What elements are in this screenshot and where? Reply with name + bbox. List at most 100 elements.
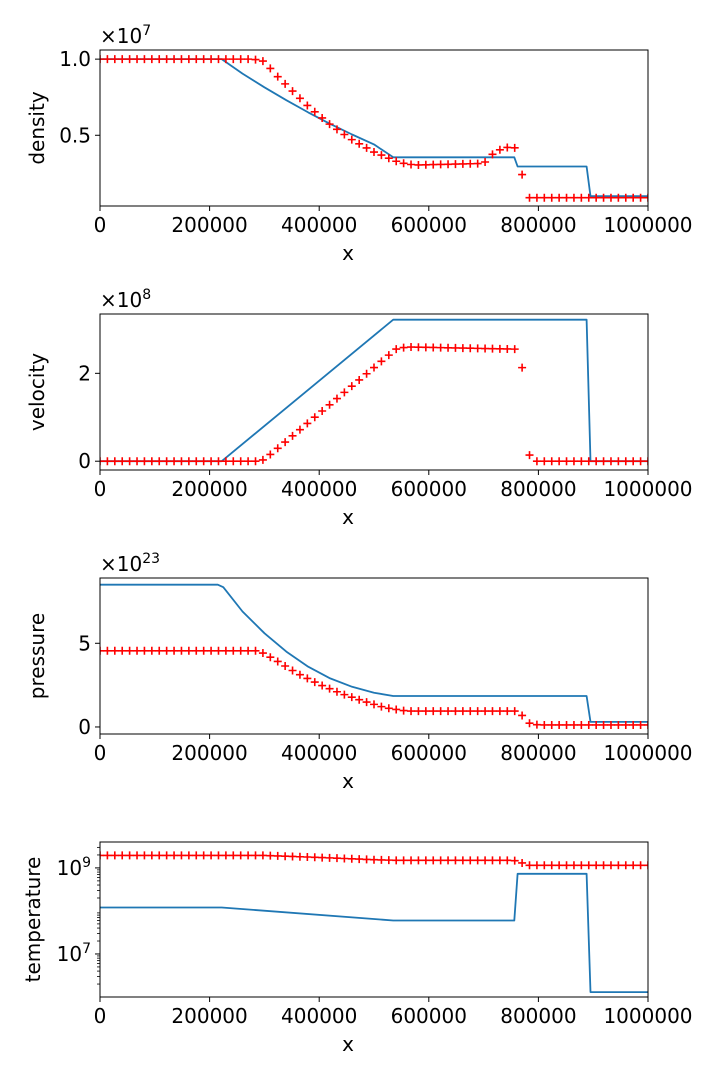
data-point bbox=[592, 457, 601, 466]
data-point bbox=[384, 154, 393, 163]
data-point bbox=[518, 858, 527, 867]
data-point bbox=[170, 457, 179, 466]
data-point bbox=[147, 851, 156, 860]
data-point bbox=[170, 55, 179, 64]
data-point bbox=[399, 856, 408, 865]
data-point bbox=[488, 707, 497, 716]
data-point bbox=[384, 704, 393, 713]
data-point bbox=[140, 646, 149, 655]
y-tick-label: 1.0 bbox=[59, 47, 91, 71]
data-point bbox=[429, 856, 438, 865]
data-point bbox=[407, 707, 416, 716]
data-point bbox=[510, 707, 519, 716]
data-point bbox=[532, 193, 541, 202]
data-point bbox=[273, 851, 282, 860]
data-point bbox=[636, 861, 645, 870]
data-point bbox=[100, 55, 104, 64]
x-axis-label: x bbox=[342, 1032, 354, 1056]
x-tick-label: 800000 bbox=[500, 741, 576, 765]
data-point bbox=[569, 861, 578, 870]
data-point bbox=[170, 646, 179, 655]
data-point bbox=[481, 158, 490, 166]
data-point bbox=[251, 457, 260, 466]
data-point bbox=[540, 193, 549, 202]
data-point bbox=[444, 343, 453, 352]
data-point bbox=[303, 853, 312, 862]
data-point bbox=[518, 363, 527, 372]
data-point bbox=[392, 345, 401, 354]
data-point bbox=[414, 707, 423, 716]
data-point bbox=[436, 856, 445, 865]
data-point bbox=[251, 646, 260, 655]
data-point bbox=[207, 646, 216, 655]
series-markers-velocity bbox=[100, 343, 648, 466]
data-point bbox=[473, 344, 482, 353]
data-point bbox=[377, 702, 386, 711]
data-point bbox=[332, 687, 341, 696]
data-point bbox=[458, 856, 467, 865]
data-point bbox=[133, 55, 142, 64]
data-point bbox=[303, 419, 312, 428]
data-point bbox=[584, 457, 593, 466]
data-point bbox=[236, 457, 245, 466]
data-point bbox=[177, 646, 186, 655]
series-line-density bbox=[100, 58, 648, 198]
data-point bbox=[147, 646, 156, 655]
data-point bbox=[177, 851, 186, 860]
offset-text: ×107 bbox=[100, 23, 151, 48]
data-point bbox=[332, 394, 341, 403]
data-point bbox=[340, 690, 349, 699]
data-point bbox=[451, 343, 460, 352]
data-point bbox=[466, 159, 475, 168]
x-tick-label: 1000000 bbox=[603, 213, 692, 237]
data-point bbox=[636, 720, 645, 729]
data-point bbox=[281, 438, 290, 447]
data-point bbox=[495, 145, 504, 154]
data-point bbox=[547, 720, 556, 729]
data-point bbox=[421, 856, 430, 865]
x-tick-label: 0 bbox=[94, 213, 107, 237]
data-point bbox=[525, 861, 534, 870]
data-point bbox=[444, 160, 453, 169]
data-point bbox=[155, 851, 164, 860]
data-point bbox=[377, 151, 386, 160]
data-point bbox=[362, 855, 371, 864]
data-point bbox=[592, 193, 601, 202]
y-tick-label: 0 bbox=[78, 449, 91, 473]
data-point bbox=[236, 55, 245, 64]
data-point bbox=[621, 720, 630, 729]
plot-area bbox=[100, 583, 648, 729]
data-point bbox=[547, 193, 556, 202]
data-point bbox=[332, 854, 341, 863]
series-markers-density bbox=[100, 55, 648, 202]
x-tick-label: 200000 bbox=[171, 213, 247, 237]
data-point bbox=[606, 720, 615, 729]
data-point bbox=[495, 344, 504, 353]
data-point bbox=[266, 64, 275, 73]
data-point bbox=[377, 357, 386, 366]
data-point bbox=[555, 457, 564, 466]
data-point bbox=[421, 160, 430, 169]
data-point bbox=[340, 854, 349, 863]
data-point bbox=[436, 707, 445, 716]
x-tick-label: 600000 bbox=[391, 741, 467, 765]
data-point bbox=[599, 861, 608, 870]
data-point bbox=[458, 344, 467, 353]
data-point bbox=[503, 143, 512, 152]
data-point bbox=[103, 851, 112, 860]
data-point bbox=[414, 160, 423, 169]
data-point bbox=[133, 457, 142, 466]
data-point bbox=[192, 851, 201, 860]
data-point bbox=[325, 400, 334, 409]
x-tick-label: 800000 bbox=[500, 477, 576, 501]
data-point bbox=[340, 130, 349, 139]
data-point bbox=[258, 57, 267, 66]
data-point bbox=[229, 851, 238, 860]
data-point bbox=[525, 193, 534, 202]
axes-frame bbox=[99, 577, 649, 735]
data-point bbox=[162, 851, 171, 860]
data-point bbox=[503, 344, 512, 353]
data-point bbox=[214, 646, 223, 655]
data-point bbox=[370, 855, 378, 864]
data-point bbox=[207, 55, 216, 64]
